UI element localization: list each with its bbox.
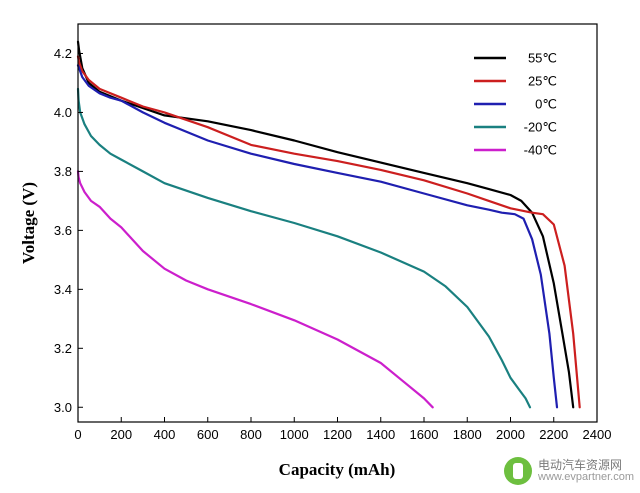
- watermark-text: 电动汽车资源网 www.evpartner.com: [538, 459, 634, 483]
- x-tick-label: 2000: [496, 427, 525, 442]
- x-tick-label: 200: [110, 427, 132, 442]
- x-tick-label: 0: [74, 427, 81, 442]
- series-line-5: [76, 170, 434, 409]
- y-tick-label: 4.0: [54, 105, 72, 120]
- watermark-url: www.evpartner.com: [538, 471, 634, 483]
- y-tick-label: 3.0: [54, 400, 72, 415]
- x-tick-label: 600: [197, 427, 219, 442]
- legend-label-1: 55℃: [528, 51, 557, 66]
- y-tick-label: 3.6: [54, 223, 72, 238]
- x-tick-label: 1000: [280, 427, 309, 442]
- series-line-3: [76, 64, 559, 409]
- x-tick-label: 1600: [410, 427, 439, 442]
- watermark-logo-icon: [504, 457, 533, 485]
- legend: 55℃ 25℃ 0℃ -20℃ -40℃: [474, 51, 557, 158]
- y-tick-label: 3.2: [54, 341, 72, 356]
- watermark: 电动汽车资源网 www.evpartner.com: [504, 457, 634, 485]
- legend-label-4: -20℃: [524, 120, 557, 135]
- watermark-site-name: 电动汽车资源网: [538, 458, 623, 472]
- legend-label-3: 0℃: [535, 97, 557, 112]
- y-tick-label: 3.8: [54, 164, 72, 179]
- x-tick-label: 1400: [366, 427, 395, 442]
- legend-label-2: 25℃: [528, 74, 557, 89]
- legend-label-5: -40℃: [524, 143, 557, 158]
- x-axis-title: Capacity (mAh): [279, 460, 396, 479]
- series-layer: [76, 40, 581, 409]
- series-line-2: [76, 55, 581, 409]
- x-tick-label: 2200: [539, 427, 568, 442]
- y-tick-label: 4.2: [54, 46, 72, 61]
- series-line-1: [76, 40, 575, 409]
- plot-frame: [77, 23, 598, 423]
- x-tick-label: 1200: [323, 427, 352, 442]
- x-tick-label: 1800: [453, 427, 482, 442]
- x-tick-label: 800: [240, 427, 262, 442]
- y-axis-title: Voltage (V): [19, 182, 38, 264]
- x-tick-label: 2400: [583, 427, 612, 442]
- ticks-layer: 0 200 400 600 800 1000 1200 1400 1600 1800 2000 220…: [54, 46, 612, 442]
- y-tick-label: 3.4: [54, 282, 72, 297]
- x-tick-label: 400: [154, 427, 176, 442]
- series-line-4: [76, 87, 532, 409]
